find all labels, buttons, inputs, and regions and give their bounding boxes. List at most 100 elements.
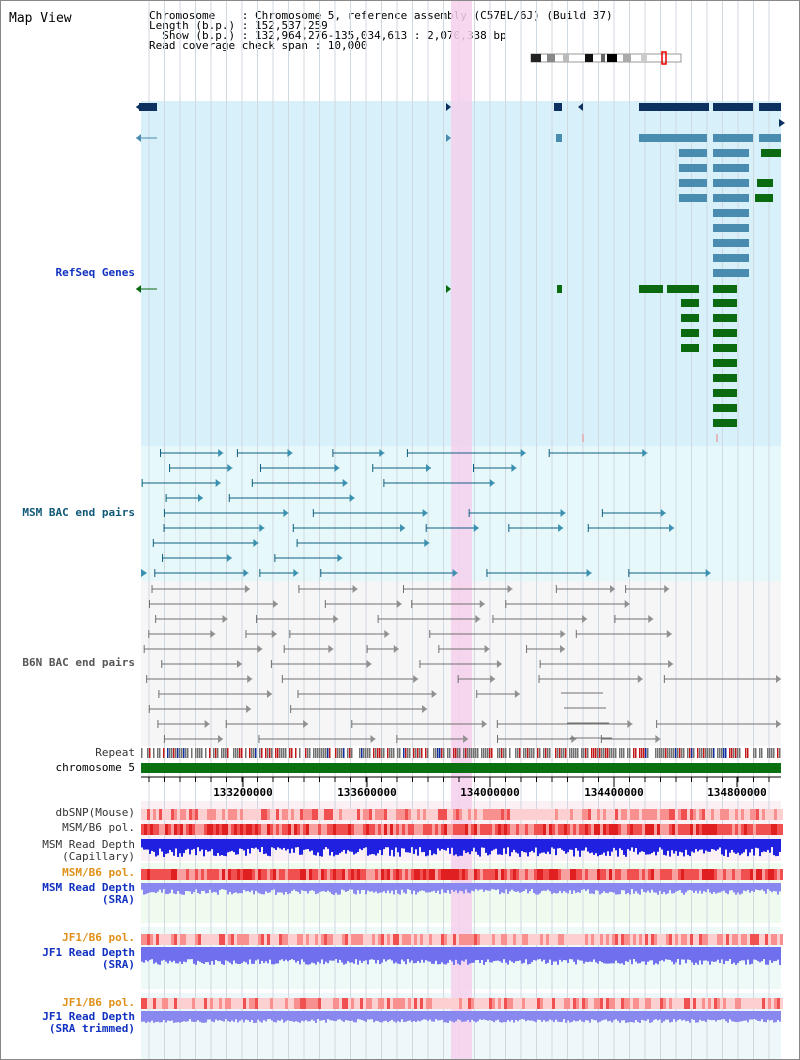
polymorphism-cell <box>291 934 294 945</box>
read-depth-bar <box>395 1011 397 1023</box>
polymorphism-cell <box>264 824 267 835</box>
polymorphism-cell <box>648 998 651 1009</box>
repeat-element <box>599 748 601 758</box>
polymorphism-cell <box>450 824 453 835</box>
read-depth-bar <box>459 947 461 965</box>
read-depth-bar <box>423 1011 425 1020</box>
read-depth-bar <box>749 947 751 965</box>
read-depth-bar <box>601 839 603 855</box>
track-label-refseq[interactable]: RefSeq Genes <box>55 266 135 279</box>
polymorphism-cell <box>351 824 354 835</box>
read-depth-bar <box>207 883 209 894</box>
polymorphism-cell <box>675 824 678 835</box>
repeat-element <box>343 748 345 758</box>
read-depth-bar <box>693 883 695 893</box>
polymorphism-cell <box>549 824 552 835</box>
polymorphism-cell <box>435 934 438 945</box>
polymorphism-cell <box>531 824 534 835</box>
track-label-jf1-depth-trim[interactable]: JF1 Read Depth (SRA trimmed) <box>1 1011 135 1035</box>
read-depth-bar <box>297 883 299 892</box>
track-label-repeat[interactable]: Repeat <box>95 746 135 759</box>
polymorphism-cell <box>426 934 429 945</box>
polymorphism-cell <box>366 998 369 1009</box>
polymorphism-cell <box>624 934 627 945</box>
polymorphism-cell <box>645 934 648 945</box>
polymorphism-cell <box>669 934 672 945</box>
read-depth-bar <box>767 947 769 965</box>
read-depth-bar <box>479 1011 481 1020</box>
polymorphism-cell <box>363 869 366 880</box>
track-label-msm-pol-sra[interactable]: MSM/B6 pol. <box>62 866 135 879</box>
read-depth-bar <box>625 947 627 962</box>
polymorphism-cell <box>759 934 762 945</box>
polymorphism-cell <box>585 934 588 945</box>
polymorphism-cell <box>246 869 249 880</box>
read-depth-bar <box>533 947 535 961</box>
read-depth-bar <box>187 947 189 960</box>
read-depth-bar <box>307 883 309 894</box>
read-depth-bar <box>601 1011 603 1021</box>
polymorphism-cell <box>297 998 300 1009</box>
polymorphism-cell <box>708 809 711 820</box>
polymorphism-cell <box>681 824 684 835</box>
read-depth-bar <box>699 883 701 891</box>
polymorphism-cell <box>615 824 618 835</box>
read-depth-bar <box>365 839 367 848</box>
polymorphism-cell <box>510 934 513 945</box>
read-depth-bar <box>189 883 191 892</box>
bac-pair-arrow <box>337 554 343 562</box>
polymorphism-cell <box>477 869 480 880</box>
repeat-element <box>663 748 665 758</box>
track-label-jf1-depth[interactable]: JF1 Read Depth (SRA) <box>1 947 135 971</box>
track-label-msm-depth-cap[interactable]: MSM Read Depth (Capillary) <box>1 839 135 863</box>
repeat-element <box>525 748 527 758</box>
read-depth-bar <box>387 883 389 891</box>
polymorphism-cell <box>393 869 396 880</box>
polymorphism-cell <box>531 869 534 880</box>
repeat-element <box>713 748 715 758</box>
polymorphism-cell <box>540 998 543 1009</box>
read-depth-bar <box>449 947 451 960</box>
exon-block <box>557 285 562 293</box>
read-depth-bar <box>671 947 673 962</box>
polymorphism-cell <box>177 824 180 835</box>
track-label-jf1-pol[interactable]: JF1/B6 pol. <box>62 931 135 944</box>
read-depth-bar <box>203 947 205 964</box>
track-label-msm-depth-sra[interactable]: MSM Read Depth (SRA) <box>1 882 135 906</box>
repeat-element <box>223 748 225 758</box>
repeat-element <box>667 748 669 758</box>
repeat-element <box>569 748 571 758</box>
track-label-jf1-pol-trim[interactable]: JF1/B6 pol. <box>62 996 135 1009</box>
read-depth-bar <box>269 1011 271 1020</box>
read-depth-bar <box>611 839 613 852</box>
read-depth-bar <box>217 947 219 962</box>
read-depth-bar <box>227 947 229 962</box>
read-depth-bar <box>377 883 379 894</box>
read-depth-bar <box>745 1011 747 1021</box>
read-depth-bar <box>415 839 417 850</box>
polymorphism-cell <box>495 934 498 945</box>
read-depth-bar <box>525 839 527 853</box>
read-depth-bar <box>779 839 781 852</box>
track-label-b6n-bac[interactable]: B6N BAC end pairs <box>22 656 135 669</box>
track-label-chromosome[interactable]: chromosome 5 <box>55 761 135 774</box>
read-depth-bar <box>429 839 431 851</box>
read-depth-bar <box>589 1011 591 1023</box>
polymorphism-cell <box>564 809 567 820</box>
read-depth-bar <box>621 1011 623 1021</box>
read-depth-bar <box>581 839 583 851</box>
polymorphism-cell <box>261 934 264 945</box>
read-depth-bar <box>421 839 423 853</box>
read-depth-bar <box>297 1011 299 1022</box>
read-depth-bar <box>173 1011 175 1023</box>
read-depth-bar <box>757 839 759 849</box>
read-depth-bar <box>705 839 707 851</box>
track-label-msm-bac[interactable]: MSM BAC end pairs <box>22 506 135 519</box>
polymorphism-cell <box>360 934 363 945</box>
bac-pair-arrow <box>424 539 430 547</box>
polymorphism-cell <box>750 934 753 945</box>
track-label-msm-pol[interactable]: MSM/B6 pol. <box>62 821 135 834</box>
repeat-element <box>611 748 613 758</box>
track-label-dbsnp[interactable]: dbSNP(Mouse) <box>55 806 135 819</box>
